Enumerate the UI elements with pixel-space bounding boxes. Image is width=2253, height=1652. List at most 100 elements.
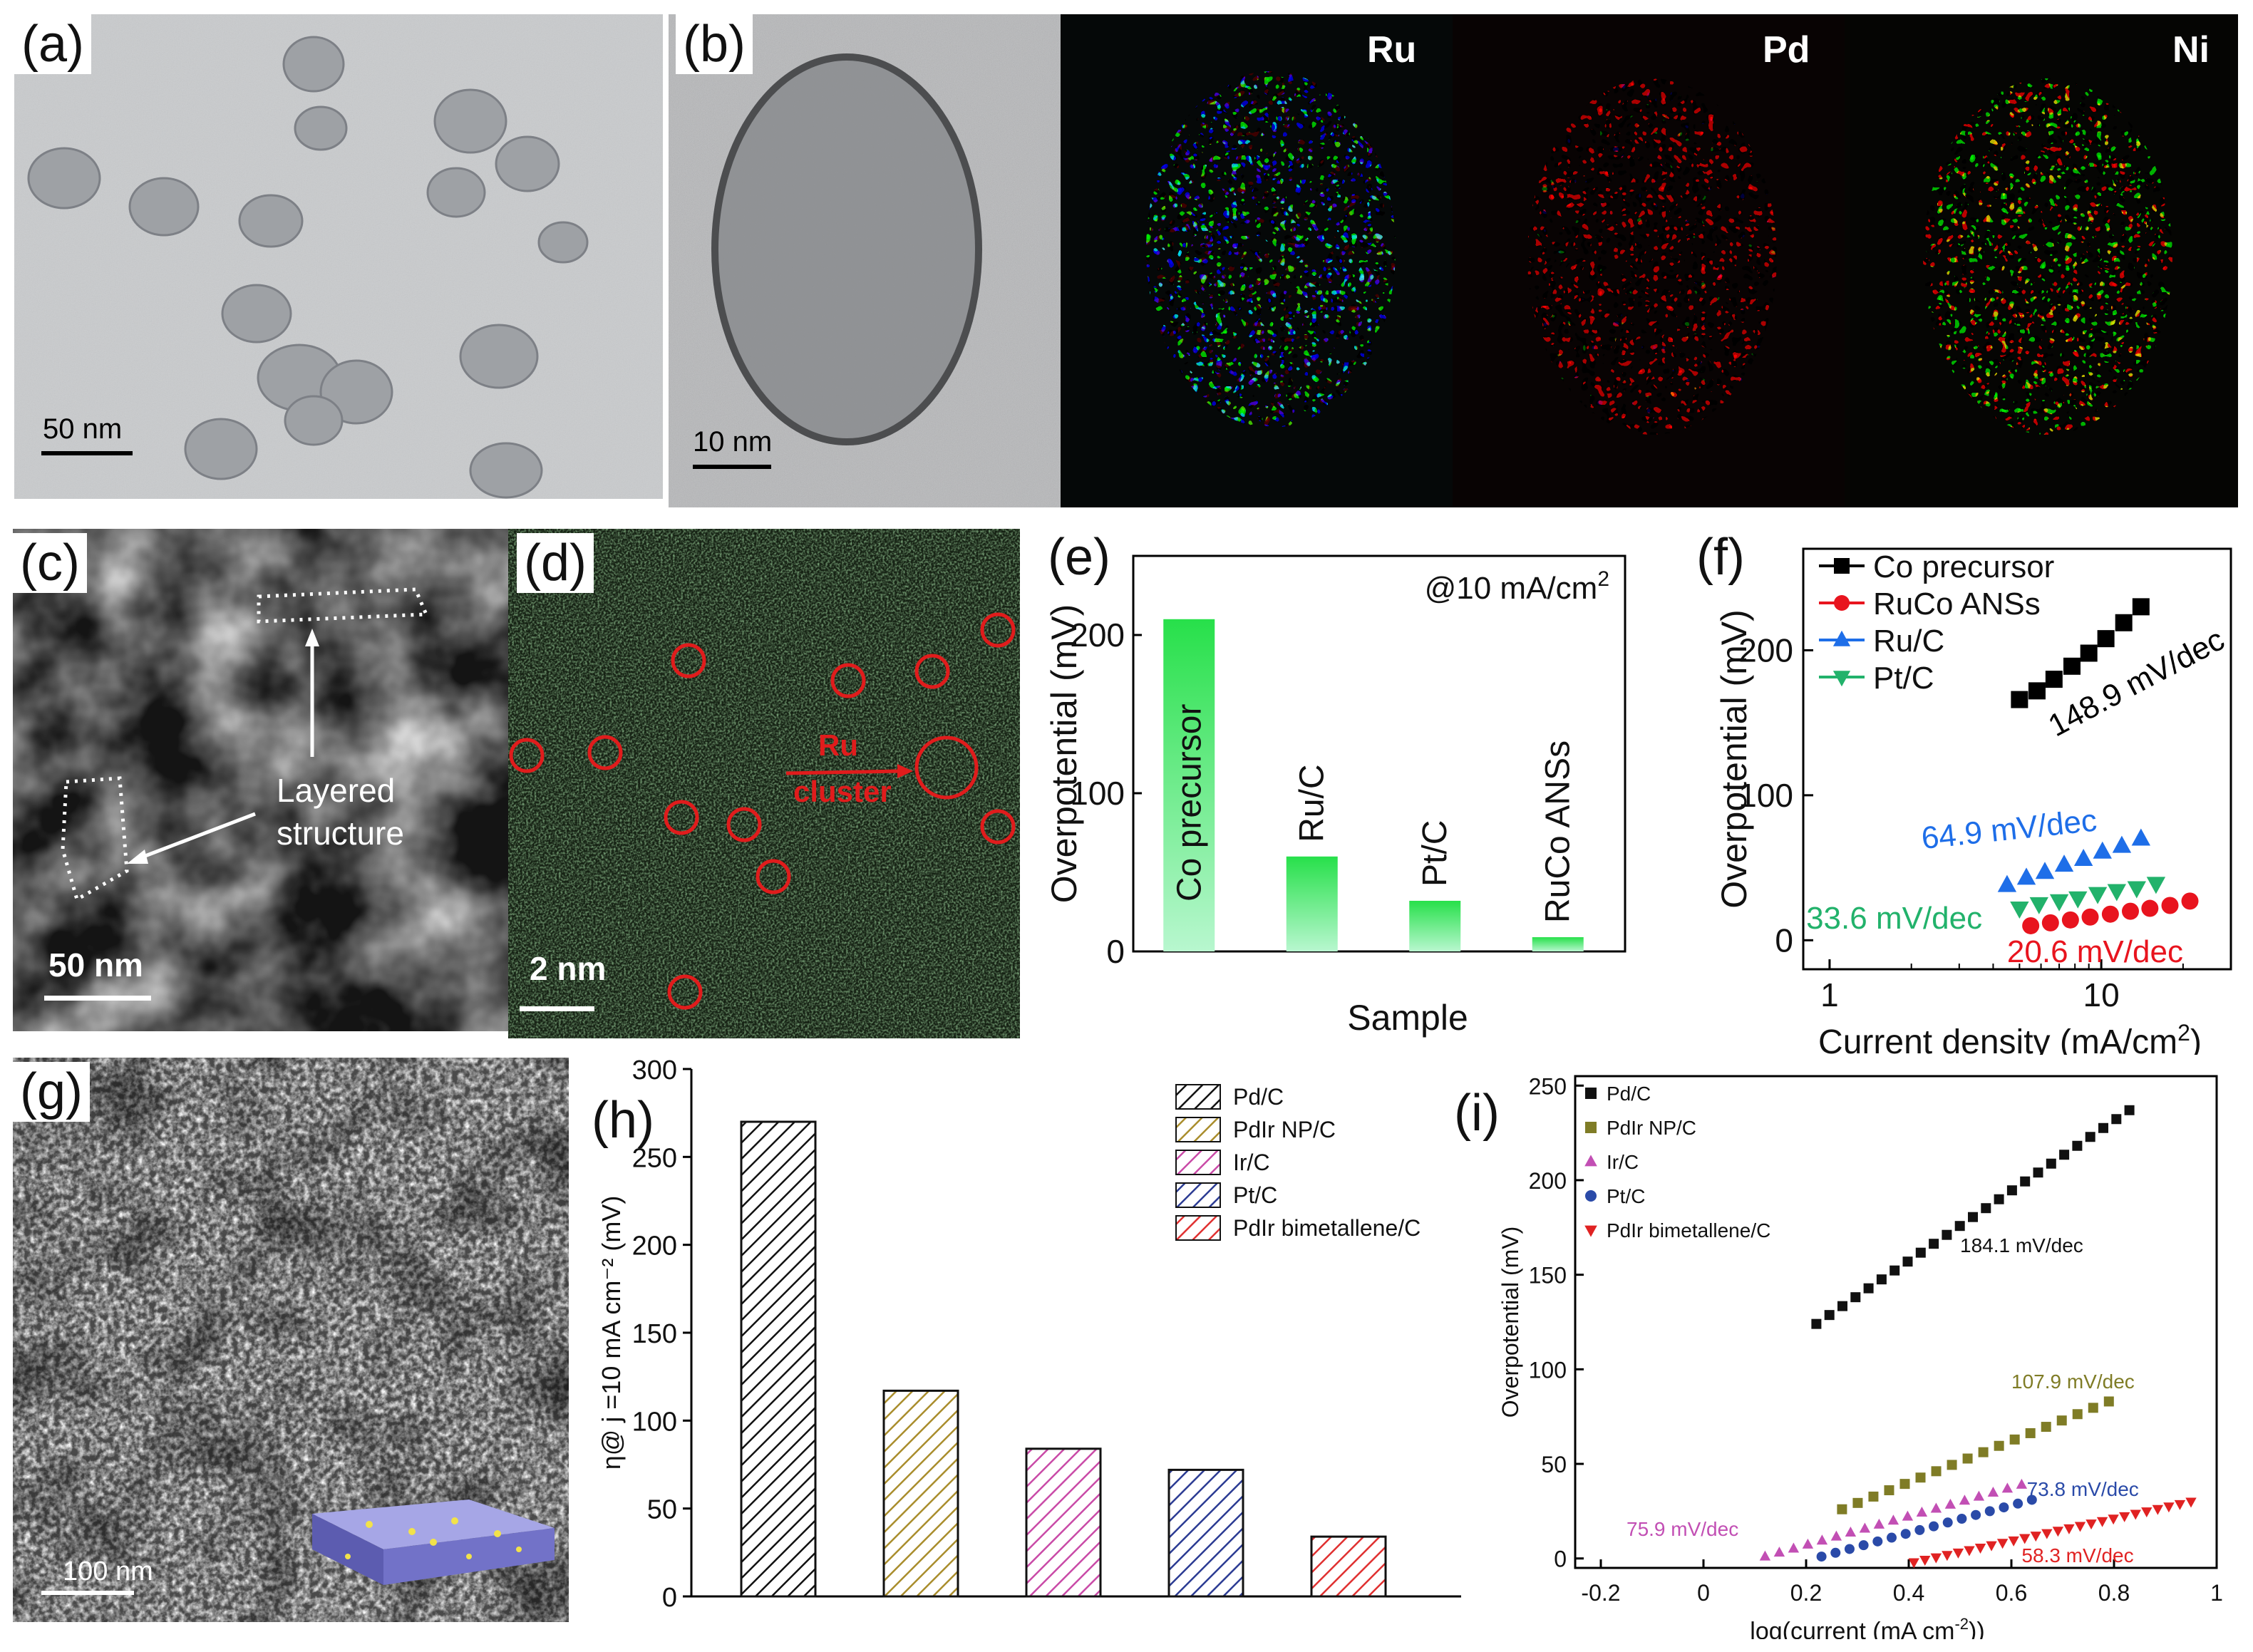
data-point bbox=[1973, 1490, 1985, 1501]
legend-marker bbox=[1584, 1225, 1597, 1237]
panel-label-f: (f) bbox=[1696, 529, 1745, 586]
legend-marker bbox=[1585, 1122, 1597, 1133]
data-point bbox=[1944, 1498, 1956, 1509]
data-point bbox=[1811, 1318, 1822, 1329]
data-point bbox=[1889, 1265, 1900, 1276]
legend-swatch bbox=[1175, 1084, 1221, 1110]
panel-label-i: (i) bbox=[1454, 1085, 1500, 1142]
category-label: RuCo ANSs bbox=[1540, 740, 1577, 923]
data-point bbox=[2111, 1114, 2122, 1125]
x-axis-label: Current density (mA/cm2) bbox=[1818, 1020, 2202, 1055]
data-point bbox=[1916, 1507, 1928, 1517]
data-point bbox=[1830, 1547, 1841, 1558]
data-point bbox=[1837, 1504, 1847, 1514]
bar bbox=[1163, 619, 1215, 951]
legend-label: PdIr NP/C bbox=[1233, 1117, 1336, 1142]
data-point bbox=[2101, 905, 2119, 923]
annotation-structure: structure bbox=[277, 815, 404, 852]
data-point bbox=[2030, 1532, 2041, 1542]
y-tick-label: 250 bbox=[1529, 1073, 1567, 1099]
legend-label: PdIr bimetallene/C bbox=[1233, 1215, 1421, 1241]
data-point bbox=[2112, 835, 2132, 853]
data-point bbox=[1974, 1544, 1986, 1554]
tem-image-a bbox=[14, 14, 663, 499]
data-point bbox=[1902, 1256, 1913, 1267]
data-point bbox=[2073, 848, 2093, 866]
y-tick-label: 0 bbox=[1554, 1547, 1567, 1572]
tem-image-b bbox=[669, 14, 2238, 507]
category-label: Co precursor bbox=[1170, 704, 1208, 902]
y-tick-label: 150 bbox=[1529, 1263, 1567, 1289]
legend-marker bbox=[1832, 630, 1851, 646]
y-axis-label: Overpotential (mV) bbox=[1497, 1227, 1523, 1418]
data-point bbox=[1830, 1530, 1842, 1541]
data-point bbox=[2146, 877, 2166, 894]
x-tick-label: 0 bbox=[1697, 1580, 1710, 1606]
data-point bbox=[1929, 1239, 1939, 1249]
legend-marker bbox=[1832, 671, 1851, 687]
data-point bbox=[1876, 1274, 1887, 1285]
data-point bbox=[2103, 1396, 2114, 1407]
data-point bbox=[2080, 644, 2098, 662]
x-axis-label-end: )) bbox=[1969, 1618, 1985, 1639]
plot-frame bbox=[1574, 1075, 2218, 1569]
data-point bbox=[1900, 1529, 1911, 1539]
y-tick-label: 0 bbox=[662, 1583, 677, 1613]
data-point bbox=[2009, 1434, 2020, 1445]
slope-label: 107.9 mV/dec bbox=[2011, 1370, 2135, 1393]
data-point bbox=[1929, 1521, 1939, 1532]
data-point bbox=[2013, 1498, 2023, 1509]
panel-label-c: (c) bbox=[13, 533, 87, 593]
category-label: Pt/C bbox=[1416, 820, 1454, 887]
panel-d: (d) Ru cluster 2 nm bbox=[508, 529, 1020, 1038]
data-point bbox=[1964, 1546, 1975, 1557]
data-point bbox=[2124, 1105, 2135, 1115]
x-axis-label: log(current (mA cm-2)) bbox=[1750, 1615, 1984, 1639]
annotation-superscript: 2 bbox=[1597, 567, 1609, 591]
data-point bbox=[2035, 862, 2055, 879]
data-point bbox=[2061, 911, 2079, 929]
data-point bbox=[1942, 1517, 1953, 1528]
bar bbox=[1532, 937, 1584, 951]
data-point bbox=[1919, 1556, 1931, 1566]
data-point bbox=[2072, 1140, 2083, 1151]
panel-label-h: (h) bbox=[592, 1092, 654, 1149]
bar bbox=[1167, 1468, 1244, 1598]
data-point bbox=[2096, 1517, 2108, 1527]
y-axis-label: Overpotential (mV) bbox=[1044, 604, 1084, 904]
slope-label: 20.6 mV/dec bbox=[2007, 934, 2183, 969]
data-point bbox=[1930, 1553, 1942, 1564]
data-point bbox=[1996, 1539, 2009, 1549]
data-point bbox=[1954, 1221, 1965, 1232]
chart-e: 0 100 200 Co precursor Ru/C Pt/C RuCo ANSs @10 … bbox=[1044, 554, 1626, 1038]
data-point bbox=[2086, 1519, 2097, 1530]
data-point bbox=[2006, 1185, 2017, 1196]
data-point bbox=[2130, 1509, 2141, 1520]
annotation-ru: Ru bbox=[818, 728, 858, 762]
data-point bbox=[2033, 1167, 2043, 1178]
slope-label: 33.6 mV/dec bbox=[1806, 901, 1982, 936]
annotation-cluster: cluster bbox=[793, 775, 892, 808]
data-point bbox=[1942, 1551, 1953, 1561]
data-point bbox=[1824, 1310, 1835, 1321]
panel-b: (b) 10 nm Ru Pd Ni bbox=[669, 14, 2238, 507]
y-tick-label: 50 bbox=[647, 1495, 677, 1525]
y-tick-label: 300 bbox=[632, 1055, 677, 1085]
data-point bbox=[1956, 1514, 1967, 1524]
bar bbox=[1310, 1535, 1387, 1598]
x-axis-label-superscript: 2 bbox=[2177, 1020, 2190, 1046]
legend-label: Ir/C bbox=[1233, 1150, 1270, 1175]
scale-bar bbox=[41, 451, 133, 455]
data-point bbox=[1962, 1453, 1973, 1464]
y-tick-label: 250 bbox=[632, 1143, 677, 1173]
data-point bbox=[2174, 1499, 2186, 1510]
data-point bbox=[1994, 1194, 2004, 1204]
y-tick-label: 100 bbox=[1738, 777, 1793, 814]
data-point bbox=[2011, 691, 2028, 708]
data-point bbox=[2141, 899, 2159, 917]
data-point bbox=[2008, 1536, 2019, 1547]
data-point bbox=[1850, 1292, 1861, 1303]
legend-swatch bbox=[1175, 1150, 1221, 1175]
data-point bbox=[2063, 657, 2081, 675]
data-point bbox=[1759, 1550, 1771, 1561]
